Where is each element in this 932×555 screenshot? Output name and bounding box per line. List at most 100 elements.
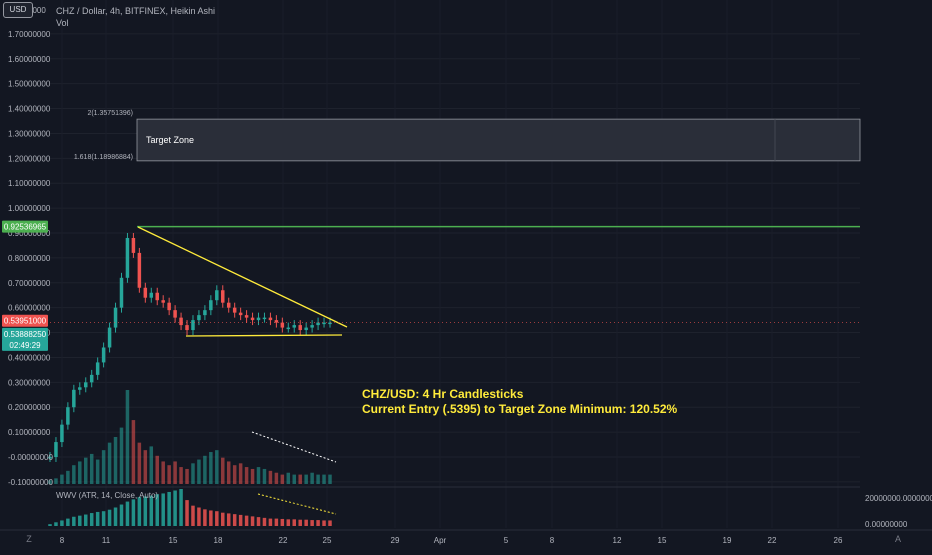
price-tick-label: 0.40000000	[8, 353, 51, 362]
candle-body	[149, 292, 154, 298]
volume-bar	[161, 461, 165, 484]
indicator-bar	[209, 510, 213, 526]
volume-bar	[226, 461, 231, 484]
volume-bar	[203, 455, 207, 484]
volume-bar	[89, 453, 94, 484]
annotation-line-1: CHZ/USD: 4 Hr Candlesticks	[362, 387, 524, 401]
volume-bar	[173, 461, 177, 484]
indicator-bar	[72, 516, 76, 526]
indicator-bar	[167, 491, 171, 526]
time-tick-label: 8	[550, 536, 555, 545]
time-tick-label: 26	[834, 536, 843, 545]
descending-trend-line[interactable]	[137, 226, 348, 328]
indicator-bar	[316, 520, 320, 526]
indicator-bar	[66, 518, 70, 526]
target-zone-label: Target Zone	[146, 135, 194, 145]
price-tick-label: 0.20000000	[8, 403, 51, 412]
candle-body	[226, 302, 231, 308]
price-tick-label: 0.10000000	[8, 428, 51, 437]
timezone-left-button[interactable]: Z	[26, 534, 32, 544]
candle-body	[66, 407, 70, 425]
indicator-bar	[179, 489, 183, 526]
candle-body	[131, 237, 136, 253]
indicator-bar	[161, 493, 165, 526]
candle-body	[83, 382, 88, 388]
candle-body	[95, 362, 100, 375]
candle-body	[101, 347, 106, 363]
volume-bar	[95, 459, 100, 484]
indicator-bar	[215, 511, 219, 526]
candle-body	[203, 310, 207, 316]
indicator-title: WWV (ATR, 14, Close, Auto)	[56, 491, 158, 500]
volume-bar	[155, 455, 159, 484]
candle-body	[209, 300, 213, 311]
candle-body	[304, 327, 308, 331]
volume-bar	[78, 461, 82, 484]
time-tick-label: 15	[658, 536, 667, 545]
currency-button[interactable]: USD	[3, 2, 33, 18]
candle-body	[113, 307, 118, 328]
volume-bar	[72, 465, 76, 484]
volume-bar	[185, 468, 189, 484]
indicator-bar	[101, 511, 106, 526]
indicator-trend-line	[257, 493, 337, 515]
indicator-bar	[250, 516, 255, 526]
price-tick-label: 1.60000000	[8, 55, 51, 64]
indicator-bar	[203, 509, 207, 526]
time-tick-label: 5	[504, 536, 509, 545]
candle-body	[322, 322, 326, 325]
indicator-bar	[149, 495, 154, 526]
sell-price-badge: 0.53951000	[4, 317, 47, 326]
candle-body	[316, 322, 320, 326]
candle-body	[310, 325, 314, 328]
support-trend-line[interactable]	[185, 334, 343, 337]
indicator-axis-top: 20000000.00000000	[865, 494, 932, 503]
volume-bar	[66, 470, 70, 484]
volume-bar	[280, 474, 285, 484]
auto-scale-button[interactable]: A	[894, 534, 901, 544]
volume-bar	[238, 463, 243, 484]
candle-body	[78, 387, 82, 390]
candle-body	[167, 302, 171, 311]
indicator-bar	[328, 520, 332, 526]
candle-body	[328, 322, 332, 325]
price-tick-label: 0.60000000	[8, 304, 51, 313]
indicator-bar	[238, 514, 243, 526]
indicator-bar	[143, 496, 148, 526]
fib-level-lower-label: 1.618(1.18986884)	[74, 154, 133, 161]
candle-body	[89, 374, 94, 383]
target-zone-box[interactable]	[136, 118, 861, 162]
volume-bar	[262, 468, 267, 484]
last-price-badge: 0.53888250	[4, 330, 47, 339]
candle-body	[107, 327, 112, 348]
indicator-bar	[89, 513, 94, 526]
candle-body	[125, 237, 130, 278]
candle-body	[185, 325, 189, 331]
price-tick-label: -0.00000000	[8, 453, 53, 462]
volume-bar	[310, 472, 314, 484]
indicator-bar	[95, 511, 100, 526]
price-tick-label: 1.10000000	[8, 179, 51, 188]
indicator-bar	[232, 514, 237, 526]
candle-body	[262, 317, 267, 320]
volume-label: Vol	[56, 18, 69, 28]
volume-bar	[83, 457, 88, 484]
indicator-bar	[107, 509, 112, 526]
candle-body	[238, 312, 243, 316]
candle-body	[48, 457, 52, 459]
candle-body	[268, 317, 273, 321]
indicator-bar	[256, 517, 261, 526]
last-price-badge-bg	[2, 327, 48, 340]
indicator-bar	[244, 515, 249, 526]
indicator-bar	[54, 522, 58, 526]
candle-body	[155, 292, 159, 301]
candle-body	[298, 325, 302, 331]
indicator-bar	[78, 515, 82, 526]
volume-bar	[197, 459, 201, 484]
candle-body	[286, 327, 291, 330]
candle-body	[221, 290, 225, 303]
volume-bar	[328, 474, 332, 484]
volume-bar	[149, 446, 154, 484]
